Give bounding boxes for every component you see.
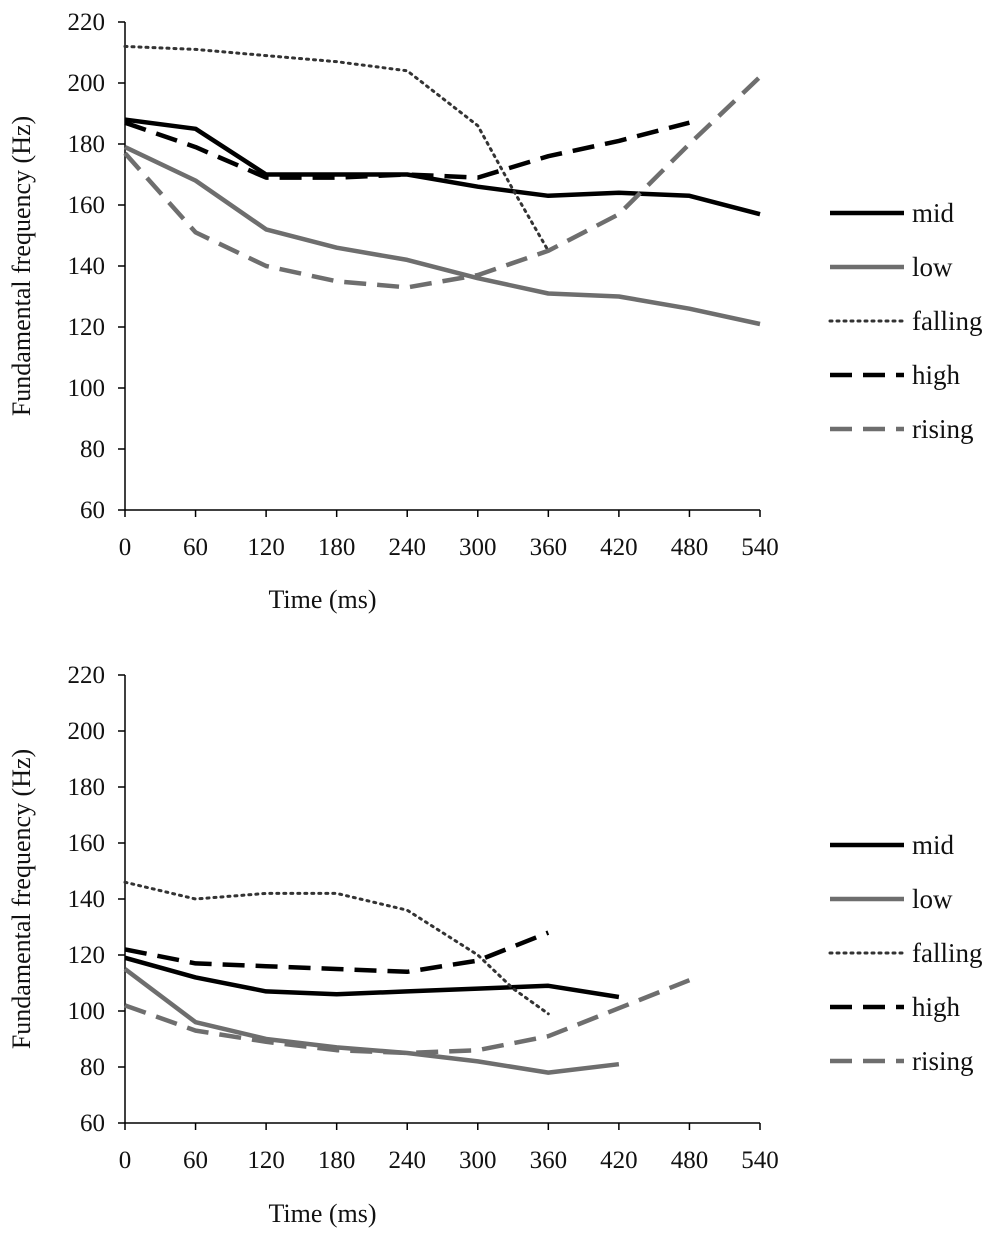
x-tick-label: 120	[247, 534, 285, 561]
y-tick-label: 60	[80, 497, 105, 524]
x-tick-label: 360	[530, 1147, 568, 1174]
y-tick-label: 60	[80, 1110, 105, 1137]
x-tick-label: 360	[530, 534, 568, 561]
x-tick-label: 540	[741, 1147, 779, 1174]
x-tick-label: 420	[600, 1147, 638, 1174]
series-line-high	[124, 930, 550, 975]
y-axis-title: Fundamental frequency (Hz)	[7, 116, 36, 416]
y-tick-label: 220	[68, 662, 106, 689]
series-line-low	[124, 145, 761, 327]
x-tick-label: 180	[318, 1147, 356, 1174]
series-line-rising	[123, 75, 762, 290]
x-tick-label: 240	[388, 1147, 426, 1174]
x-tick-label: 300	[459, 1147, 497, 1174]
x-tick-label: 300	[459, 534, 497, 561]
y-tick-label: 180	[68, 131, 106, 158]
x-tick-label: 240	[388, 534, 426, 561]
series-line-falling	[123, 880, 550, 1016]
y-tick-label: 100	[68, 998, 106, 1025]
legend-label-low: low	[912, 884, 953, 914]
x-axis-title: Time (ms)	[268, 1199, 376, 1228]
y-tick-label: 220	[68, 9, 106, 36]
series-line-mid	[124, 117, 761, 217]
y-axis-title: Fundamental frequency (Hz)	[7, 749, 36, 1049]
series-line-high	[124, 120, 690, 180]
legend-label-falling: falling	[912, 938, 982, 968]
series-line-rising	[124, 978, 691, 1056]
x-tick-label: 420	[600, 534, 638, 561]
y-tick-label: 160	[68, 192, 106, 219]
chart-panel-top: 60 80 100 120 140 160 180 200 220 0 60 120 180 240 300…	[7, 9, 982, 614]
y-tick-label: 160	[68, 830, 106, 857]
x-tick-label: 180	[318, 534, 356, 561]
series-line-falling	[123, 44, 550, 253]
y-tick-label: 140	[68, 253, 106, 280]
y-tick-label: 200	[68, 70, 106, 97]
legend-label-high: high	[912, 992, 961, 1022]
x-tick-label: 480	[671, 534, 709, 561]
y-tick-label: 180	[68, 774, 106, 801]
series-line-mid	[124, 955, 620, 1000]
legend-label-falling: falling	[912, 306, 982, 336]
y-tick-label: 120	[68, 314, 106, 341]
y-tick-label: 120	[68, 942, 106, 969]
x-tick-label: 540	[741, 534, 779, 561]
x-tick-label: 0	[119, 534, 132, 561]
x-tick-label: 480	[671, 1147, 709, 1174]
x-tick-label: 0	[119, 1147, 132, 1174]
x-tick-label: 60	[183, 534, 208, 561]
legend-label-mid: mid	[912, 830, 955, 860]
legend-label-rising: rising	[912, 1046, 974, 1076]
y-tick-label: 140	[68, 886, 106, 913]
chart-panel-bottom: 60 80 100 120 140 160 180 200 220 0 60 120 180 240 300…	[7, 662, 982, 1228]
x-axis-title: Time (ms)	[268, 585, 376, 614]
x-tick-label: 60	[183, 1147, 208, 1174]
x-tick-label: 120	[247, 1147, 285, 1174]
y-tick-label: 80	[80, 436, 105, 463]
legend-label-rising: rising	[912, 414, 974, 444]
legend-label-mid: mid	[912, 198, 955, 228]
y-tick-label: 200	[68, 718, 106, 745]
y-tick-label: 100	[68, 375, 106, 402]
legend-label-high: high	[912, 360, 961, 390]
legend-label-low: low	[912, 252, 953, 282]
y-tick-label: 80	[80, 1054, 105, 1081]
